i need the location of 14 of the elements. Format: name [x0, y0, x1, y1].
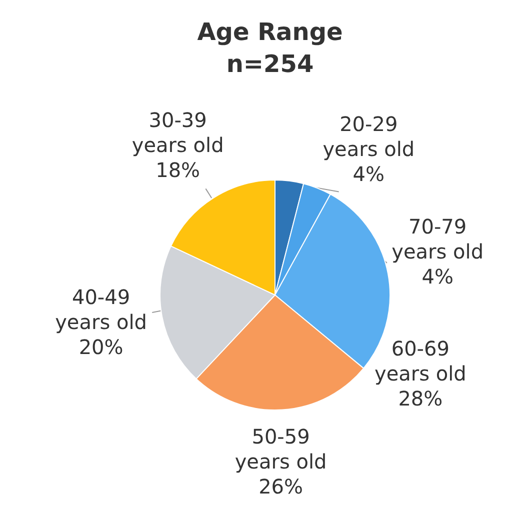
chart-title: Age Range — [197, 18, 343, 46]
slice-label: 40-49 years old — [55, 285, 147, 334]
data-label: 18% — [156, 158, 200, 182]
slice-label: 70-79 years old — [392, 214, 484, 264]
data-label: 26% — [258, 474, 304, 499]
slice-label: 20-29 years old — [322, 112, 415, 162]
slice-label: 60-69 years old — [374, 336, 466, 386]
data-label: 4% — [352, 162, 385, 186]
chart-subtitle: n=254 — [226, 50, 314, 78]
data-label: 4% — [422, 264, 454, 288]
slice-label: 50-59 years old — [234, 424, 327, 474]
data-label: 28% — [398, 386, 443, 410]
data-label: 20% — [78, 335, 124, 360]
slice-label: 30-39 years old — [132, 108, 224, 157]
